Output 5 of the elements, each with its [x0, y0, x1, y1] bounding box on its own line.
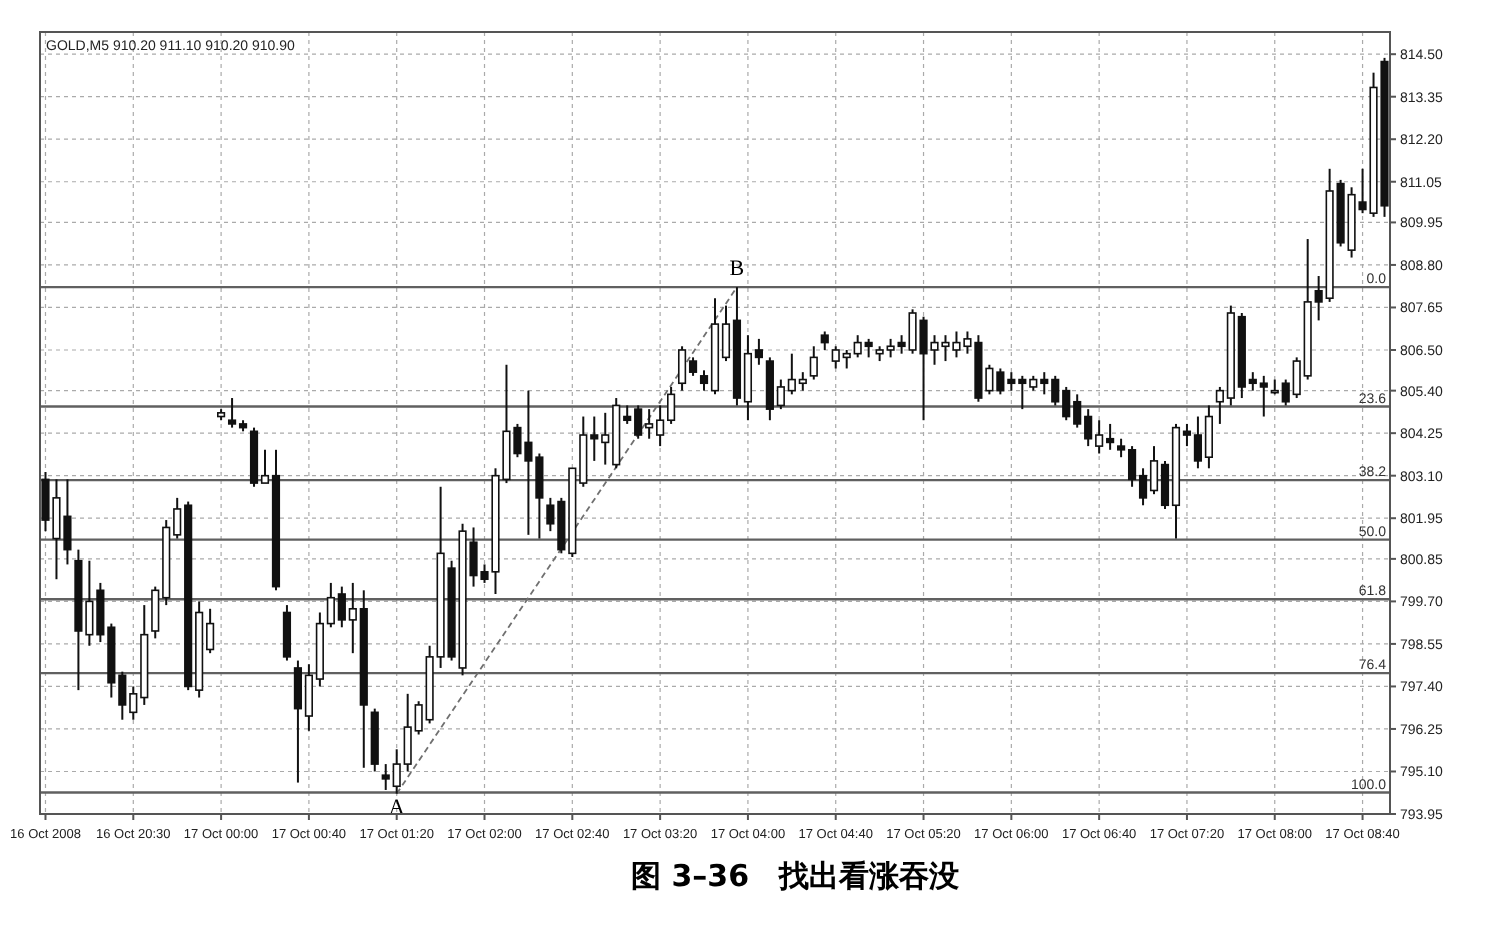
candlestick	[809, 345, 818, 381]
candlestick	[820, 330, 829, 351]
annotation: B	[729, 257, 745, 282]
candlestick	[282, 604, 292, 662]
text: 图 3–36 找出看涨吞没	[630, 858, 962, 894]
